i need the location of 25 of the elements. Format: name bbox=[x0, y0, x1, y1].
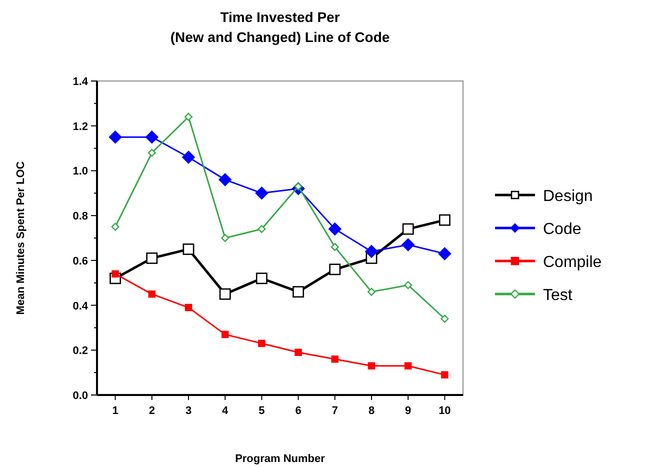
y-tick-label: 1.0 bbox=[72, 166, 88, 178]
y-tick-label: 1.2 bbox=[72, 120, 88, 133]
legend-label: Compile bbox=[543, 254, 602, 271]
y-tick-label: 0.8 bbox=[72, 210, 88, 223]
x-tick-label: 10 bbox=[438, 405, 451, 417]
legend-label: Design bbox=[543, 188, 593, 205]
x-tick-label: 1 bbox=[112, 405, 118, 417]
x-tick-label: 8 bbox=[368, 405, 375, 417]
y-axis-title: Mean Minutes Spent Per LOC bbox=[15, 161, 27, 315]
y-tick-label: 0.2 bbox=[72, 345, 88, 358]
x-axis-title: Program Number bbox=[235, 453, 326, 465]
y-tick-label: 0.4 bbox=[72, 300, 89, 312]
x-tick-label: 4 bbox=[222, 405, 230, 417]
y-tick-label: 0.6 bbox=[72, 255, 88, 268]
y-tick-label: 1.4 bbox=[72, 76, 89, 88]
x-tick-label: 9 bbox=[405, 405, 412, 417]
y-tick-label: 0.0 bbox=[72, 390, 88, 402]
chart-title: Time Invested Per (New and Changed) Line of Code bbox=[170, 9, 390, 45]
x-tick-label: 6 bbox=[295, 405, 302, 417]
legend-label: Code bbox=[543, 221, 582, 238]
x-tick-label: 2 bbox=[148, 405, 155, 417]
x-tick-label: 7 bbox=[332, 405, 338, 417]
x-tick-label: 5 bbox=[258, 405, 265, 417]
legend-label: Test bbox=[543, 287, 573, 304]
x-tick-label: 3 bbox=[185, 405, 192, 417]
